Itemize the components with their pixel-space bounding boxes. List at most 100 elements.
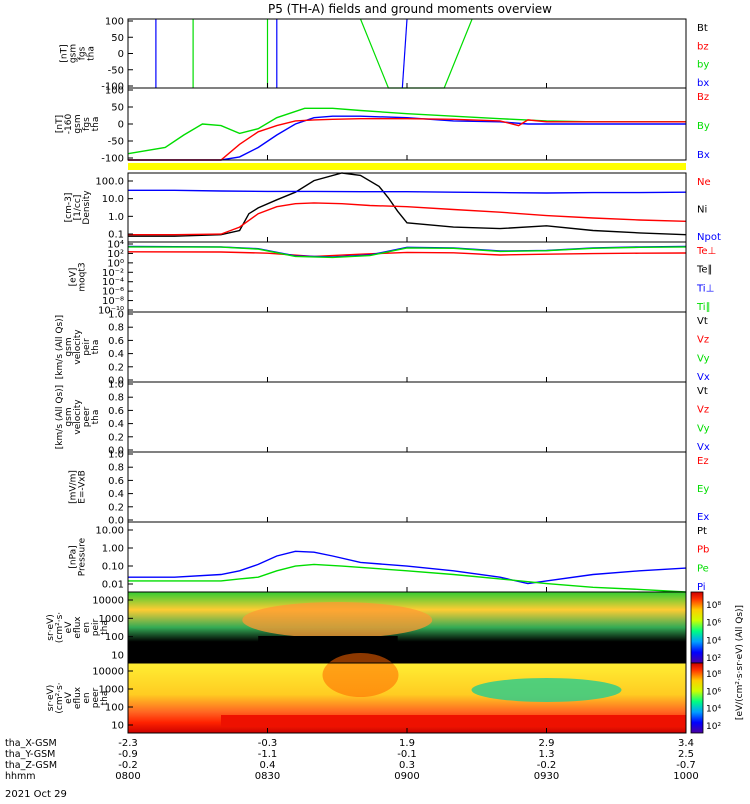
ephemeris-row-label: tha_Y-GSM bbox=[5, 749, 55, 760]
y-axis-label-line: fgs bbox=[82, 117, 92, 131]
y-axis-label-line: Pressure bbox=[78, 537, 88, 576]
y-axis-label-line: sr·eV) bbox=[46, 685, 56, 711]
y-tick-label: 0.4 bbox=[108, 489, 124, 500]
y-axis-label-line: (cm²·s· bbox=[55, 612, 65, 643]
y-tick-label: 50 bbox=[111, 33, 124, 44]
legend-entry-Bx: Bx bbox=[697, 150, 710, 161]
ephemeris-row-label: tha_Z-GSM bbox=[5, 760, 57, 771]
y-axis-label-line: gsm bbox=[64, 407, 74, 426]
y-axis-label-line: [nT] bbox=[55, 115, 65, 133]
page-title: P5 (TH-A) fields and ground moments over… bbox=[268, 2, 552, 16]
date-label: 2021 Oct 29 bbox=[5, 789, 67, 800]
y-axis-label-line: peer bbox=[82, 406, 92, 427]
y-tick-label: 50 bbox=[111, 103, 124, 114]
y-tick-label: 0.0 bbox=[108, 516, 124, 527]
y-axis-label-line: Density bbox=[82, 190, 92, 225]
time-axis-value: 1.3 bbox=[539, 749, 555, 760]
y-axis-label-line: fgs bbox=[78, 46, 88, 60]
y-axis-label-line: [cm-3] bbox=[64, 193, 74, 223]
y-axis-label-pressure: Pressure[nPa] bbox=[69, 537, 88, 576]
series-line-fgs_clip-By bbox=[127, 107, 686, 155]
y-tick-label: 10² bbox=[107, 249, 124, 260]
y-tick-label: 10.00 bbox=[95, 526, 124, 537]
y-axis-label-line: [km/s (All Qs)] bbox=[55, 385, 65, 449]
series-line-temp-Te bbox=[127, 251, 687, 258]
time-axis-value: 0.3 bbox=[399, 760, 415, 771]
y-axis-label-line: sr·eV) bbox=[46, 614, 56, 640]
y-tick-label: 10⁻⁴ bbox=[102, 277, 124, 288]
legend-entry-Vy: Vy bbox=[697, 353, 710, 364]
data-flag-band bbox=[128, 163, 686, 170]
legend-entry-Vz: Vz bbox=[697, 335, 709, 346]
y-axis-label-line: eV bbox=[64, 691, 74, 704]
y-tick-label: 1000 bbox=[99, 614, 124, 625]
y-axis-label-line: [nPa] bbox=[69, 545, 79, 568]
spectrogram-layer bbox=[128, 163, 686, 733]
legend-entry-Vt: Vt bbox=[697, 316, 708, 327]
y-axis-label-line: eV bbox=[64, 621, 74, 634]
legend-entry-Ti: Ti∥ bbox=[696, 302, 711, 313]
y-axis-label-line: eflux bbox=[73, 686, 83, 709]
time-axis-value: 0900 bbox=[394, 771, 419, 782]
y-tick-label: 0.0 bbox=[108, 446, 124, 457]
y-axis-label-line: E=-VxB bbox=[78, 470, 88, 504]
legend-entry-Ni: Ni bbox=[697, 205, 707, 216]
y-axis-label-density: Density[1/cc][cm-3] bbox=[64, 190, 92, 225]
y-tick-label: -100 bbox=[101, 154, 124, 165]
y-tick-label: 10⁰ bbox=[107, 258, 124, 269]
y-axis-label-line: velocity bbox=[73, 399, 83, 435]
ephemeris-row-label: hhmm bbox=[5, 771, 36, 782]
time-axis-value: -0.7 bbox=[676, 760, 696, 771]
y-axis-label-line: tha bbox=[91, 340, 101, 355]
legend-entry-Ti: Ti⊥ bbox=[696, 283, 714, 294]
legend-entry-Ne: Ne bbox=[697, 177, 711, 188]
colorbar-tick-label: 10² bbox=[706, 654, 721, 664]
y-tick-label: 1.0 bbox=[108, 310, 124, 321]
y-tick-label: 1.0 bbox=[108, 212, 124, 223]
colorbar-label: [eV/(cm²·s·sr·eV) (All Qs)] bbox=[735, 605, 745, 720]
y-tick-label: 0.10 bbox=[102, 562, 124, 573]
y-tick-label: 0.2 bbox=[108, 432, 124, 443]
y-tick-label: 100.0 bbox=[95, 177, 124, 188]
peer-low-energy-band bbox=[221, 715, 686, 727]
legend-entry-Pt: Pt bbox=[697, 526, 707, 537]
y-axis-label-line: (cm²·s· bbox=[55, 682, 65, 713]
y-axis-label-line: gsm bbox=[64, 337, 74, 356]
fgs-bx-trace-c bbox=[401, 18, 408, 89]
y-tick-label: 0.8 bbox=[108, 393, 124, 404]
ephemeris-row-label: tha_X-GSM bbox=[5, 738, 57, 749]
time-axis-value: -1.1 bbox=[258, 749, 278, 760]
legend-entry-Bz: Bz bbox=[697, 92, 709, 103]
y-tick-label: 10.0 bbox=[102, 194, 124, 205]
y-tick-label: 0.0 bbox=[108, 376, 124, 387]
labels-layer: 100500-50-100thafgsgsm[nT]Btbzbybx100500… bbox=[46, 17, 721, 732]
series-line-density-Ne bbox=[128, 202, 687, 236]
time-axis-value: -0.2 bbox=[537, 760, 557, 771]
time-axis-value: -0.3 bbox=[258, 738, 278, 749]
colorbar-tick-label: 10⁸ bbox=[706, 670, 721, 680]
legend-entry-Vy: Vy bbox=[697, 423, 710, 434]
y-axis-label-temp: moqt3[eV] bbox=[69, 262, 88, 291]
colorbar-label-text: [eV/(cm²·s·sr·eV) (All Qs)] bbox=[735, 605, 745, 720]
y-tick-label: 0.1 bbox=[108, 230, 124, 241]
y-axis-label-line: en bbox=[82, 622, 92, 633]
time-axis-value: 1.9 bbox=[399, 738, 415, 749]
y-axis-label-line: peer bbox=[91, 687, 101, 708]
time-axis-value: 3.4 bbox=[678, 738, 694, 749]
y-axis-label-line: gsm bbox=[69, 44, 79, 63]
time-axis-value: 2.9 bbox=[539, 738, 555, 749]
y-axis-label-line: en bbox=[82, 692, 92, 703]
panel-frame-peir_vel bbox=[127, 311, 687, 383]
y-axis-label-line: [1/cc] bbox=[73, 195, 83, 221]
legend-entry-Pi: Pi bbox=[697, 582, 706, 593]
y-tick-label: 100 bbox=[105, 86, 124, 97]
y-tick-label: 10⁴ bbox=[107, 240, 124, 251]
y-tick-label: 1.0 bbox=[108, 380, 124, 391]
y-axis-label-line: peir bbox=[82, 338, 92, 356]
legend-entry-Vz: Vz bbox=[697, 405, 709, 416]
legend-entry-By: By bbox=[697, 121, 710, 132]
